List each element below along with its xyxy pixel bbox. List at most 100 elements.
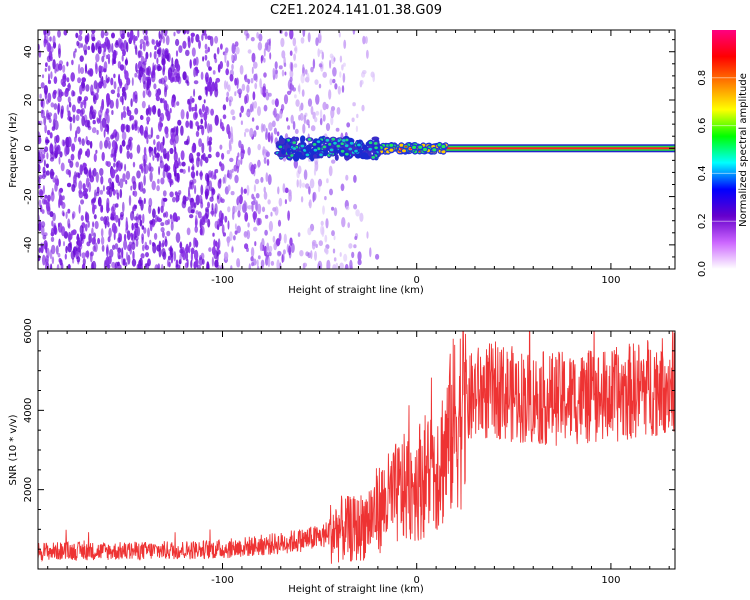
noise-speckle: [302, 123, 306, 134]
noise-speckle: [246, 184, 250, 196]
noise-speckle: [93, 214, 97, 220]
noise-speckle: [339, 71, 342, 78]
noise-speckle: [186, 135, 190, 145]
noise-speckle: [341, 217, 346, 228]
noise-speckle: [161, 231, 165, 239]
noise-speckle: [111, 110, 114, 115]
noise-speckle: [328, 89, 332, 100]
noise-speckle: [148, 204, 152, 214]
noise-speckle: [156, 141, 159, 151]
noise-speckle: [80, 43, 83, 48]
noise-speckle: [154, 45, 157, 50]
noise-speckle: [146, 138, 149, 144]
noise-speckle: [128, 241, 133, 246]
noise-speckle: [104, 220, 109, 226]
noise-speckle: [200, 201, 204, 209]
noise-speckle: [225, 96, 229, 103]
noise-speckle: [346, 122, 351, 128]
noise-speckle: [158, 78, 163, 84]
noise-speckle: [218, 249, 221, 255]
noise-speckle: [263, 57, 266, 63]
noise-speckle: [204, 172, 209, 182]
noise-speckle: [88, 233, 92, 244]
noise-speckle: [80, 199, 85, 205]
noise-speckle: [240, 157, 243, 165]
noise-speckle: [96, 129, 99, 135]
noise-speckle: [300, 196, 304, 203]
noise-speckle: [69, 116, 73, 123]
noise-speckle: [110, 213, 114, 220]
signal-blob-peak: [404, 145, 408, 148]
noise-speckle: [332, 67, 337, 77]
noise-speckle: [266, 158, 270, 166]
noise-speckle: [212, 70, 216, 75]
noise-speckle: [177, 119, 182, 126]
noise-speckle: [49, 249, 53, 260]
noise-speckle: [360, 79, 364, 85]
noise-speckle: [257, 255, 261, 260]
noise-speckle: [93, 153, 97, 163]
noise-speckle: [52, 59, 56, 70]
noise-speckle: [87, 119, 91, 129]
noise-speckle: [158, 40, 161, 47]
noise-speckle: [260, 55, 263, 64]
noise-speckle: [215, 151, 220, 158]
noise-speckle: [110, 168, 116, 179]
noise-speckle: [292, 120, 296, 130]
colorbar-label: Normalized spectral amplitude: [738, 73, 749, 227]
noise-speckle: [81, 77, 86, 83]
colorbar: 0.0 0.2 0.4 0.6 0.8 Normalized spectral ampl…: [697, 30, 749, 277]
noise-speckle: [345, 205, 350, 211]
signal-blob-core: [300, 144, 305, 148]
noise-speckle: [359, 212, 364, 222]
signal-blob: [312, 154, 318, 159]
y-tick-label: -40: [23, 237, 34, 253]
noise-speckle: [204, 105, 209, 114]
noise-speckle: [141, 100, 146, 109]
noise-speckle: [113, 73, 116, 79]
noise-speckle: [220, 163, 225, 172]
spectrogram-frame: [37, 29, 676, 270]
signal-blob: [294, 151, 303, 157]
noise-speckle: [245, 111, 250, 117]
noise-speckle: [349, 265, 353, 269]
noise-speckle: [145, 35, 149, 45]
noise-speckle: [273, 127, 277, 135]
spectrogram-noise: [38, 30, 380, 269]
noise-speckle: [83, 98, 87, 109]
noise-speckle: [186, 258, 189, 268]
signal-blob-core: [319, 153, 323, 157]
noise-speckle: [187, 192, 191, 200]
noise-speckle: [75, 172, 80, 178]
noise-speckle: [140, 125, 144, 136]
noise-speckle: [216, 47, 220, 55]
noise-speckle: [73, 248, 76, 258]
noise-speckle: [134, 94, 138, 104]
noise-speckle: [290, 62, 294, 72]
noise-speckle: [237, 196, 240, 201]
noise-speckle: [288, 192, 292, 203]
noise-speckle: [228, 169, 233, 180]
noise-speckle: [260, 86, 263, 95]
noise-speckle: [280, 104, 285, 111]
noise-speckle: [128, 195, 132, 206]
noise-speckle: [116, 261, 120, 267]
noise-speckle: [106, 114, 110, 124]
noise-speckle: [115, 98, 119, 110]
noise-speckle: [308, 186, 311, 195]
noise-speckle: [253, 184, 256, 193]
spectrogram-xlabel: Height of straight line (km): [288, 285, 424, 296]
noise-speckle: [70, 153, 75, 161]
noise-speckle: [43, 85, 49, 95]
noise-speckle: [169, 147, 174, 155]
noise-speckle: [311, 239, 317, 247]
noise-speckle: [54, 175, 59, 186]
noise-speckle: [124, 83, 129, 91]
noise-speckle: [187, 165, 191, 173]
noise-speckle: [214, 57, 218, 64]
noise-speckle: [162, 48, 165, 56]
noise-speckle: [57, 222, 60, 228]
snr-series: [38, 331, 675, 564]
noise-speckle: [88, 182, 92, 193]
noise-speckle: [153, 83, 157, 90]
